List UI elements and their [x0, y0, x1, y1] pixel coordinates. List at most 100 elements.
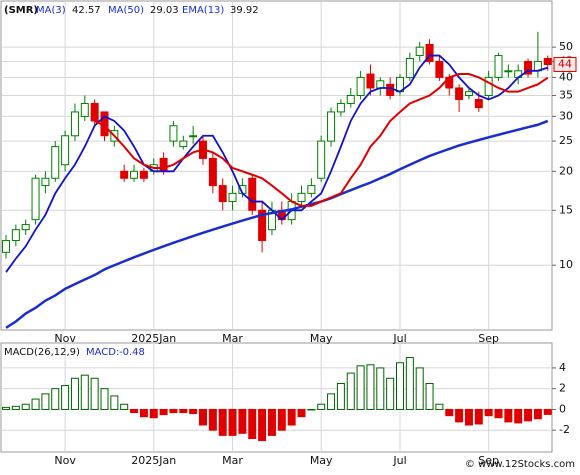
macd-bar [356, 365, 365, 410]
y-tick-label: -2 [559, 423, 570, 436]
macd-bar [504, 408, 513, 423]
legend-name: MA(3) [36, 5, 66, 16]
macd-bar [258, 408, 267, 442]
macd-bar [2, 406, 10, 410]
candle-body [120, 170, 129, 179]
candle-body [386, 83, 395, 96]
candle-body [248, 177, 257, 211]
candle-body [41, 177, 50, 187]
y-tick-label: 0 [559, 402, 566, 415]
candle-body [484, 76, 493, 96]
candle-body [494, 55, 503, 78]
candle-body [11, 229, 20, 242]
y-tick-label: 50 [559, 40, 573, 53]
macd-name: MACD: [86, 347, 119, 358]
x-tick-label: Nov [54, 454, 76, 467]
macd-bar [21, 403, 30, 410]
macd-bar [415, 367, 424, 410]
macd-bar [376, 367, 385, 410]
x-tick-label: Mar [222, 454, 243, 467]
ma-line [5, 119, 549, 329]
candle-body [474, 98, 483, 109]
y-tick-label: 35 [559, 88, 573, 101]
macd-bar [327, 393, 336, 410]
macd-bar [277, 408, 286, 431]
candle-body [228, 192, 237, 203]
x-tick-label: Jul [392, 332, 406, 345]
candle-body [159, 157, 168, 172]
macd-bar [533, 408, 542, 420]
candle-body [218, 185, 227, 203]
candle-body [415, 46, 424, 57]
macd-bar [90, 377, 99, 410]
macd-bar [543, 408, 552, 415]
macd-bar [317, 403, 326, 410]
candle-body [405, 57, 414, 78]
macd-bar [455, 408, 464, 423]
macd-bar [189, 408, 198, 415]
macd-bar [208, 408, 217, 431]
macd-bar [524, 408, 533, 422]
macd-bar [366, 364, 375, 410]
macd-bar [346, 372, 355, 410]
macd-bar [464, 408, 473, 426]
macd-bar [474, 408, 483, 425]
candle-body [61, 135, 70, 166]
macd-bar [159, 408, 168, 416]
candle-body [425, 43, 434, 62]
macd-bar [139, 408, 148, 418]
macd-bar [396, 362, 404, 410]
macd-value: -0.48 [119, 347, 145, 358]
macd-bar [179, 408, 188, 414]
legend-value: 29.03 [150, 5, 179, 16]
candle-body [524, 60, 533, 75]
x-tick-label: Mar [222, 332, 243, 345]
macd-bar [238, 408, 247, 434]
candle-body [366, 73, 375, 89]
macd-bar [405, 357, 414, 410]
candle-body [376, 80, 385, 89]
macd-bar [100, 388, 109, 410]
macd-bar [514, 408, 523, 424]
y-tick-label: 25 [559, 134, 573, 147]
x-tick-label: Nov [54, 332, 76, 345]
macd-bar [287, 408, 296, 426]
candle-body [297, 192, 306, 203]
candle-body [70, 111, 79, 137]
candle-body [336, 102, 345, 113]
x-tick-label: Sep [478, 332, 499, 345]
footer: © www.12Stocks.com [465, 459, 575, 470]
ma-line [94, 73, 549, 207]
y-tick-label: 15 [559, 203, 573, 216]
candle-body [189, 135, 198, 138]
candle-body [208, 157, 217, 187]
macd-bar [31, 398, 40, 410]
candle-body [346, 94, 355, 104]
macd-bar [11, 405, 20, 410]
candle-body [2, 240, 10, 253]
macd-bar [41, 393, 50, 410]
macd-bar [445, 408, 454, 417]
macd-bar [248, 408, 257, 440]
macd-bar [386, 377, 395, 410]
x-tick-label: May [310, 454, 333, 467]
y-tick-label: 4 [559, 361, 566, 374]
candle-body [51, 146, 60, 179]
candle-body [169, 125, 178, 142]
macd-bar [51, 388, 60, 410]
macd-bar [484, 408, 493, 417]
macd-bar [297, 408, 306, 418]
candle-body [21, 224, 30, 231]
y-tick-label: 40 [559, 70, 573, 83]
legend-name: MA(50) [108, 5, 144, 16]
candle-body [356, 76, 365, 96]
x-tick-label: Jul [392, 454, 406, 467]
x-tick-label: 2025Jan [131, 454, 176, 467]
macd-title: MACD(26,12,9) [4, 347, 80, 358]
macd-bar [120, 403, 129, 410]
candle-body [464, 91, 473, 96]
macd-bar [218, 408, 227, 436]
x-tick-label: May [310, 332, 333, 345]
x-tick-label: Sep [478, 454, 499, 467]
